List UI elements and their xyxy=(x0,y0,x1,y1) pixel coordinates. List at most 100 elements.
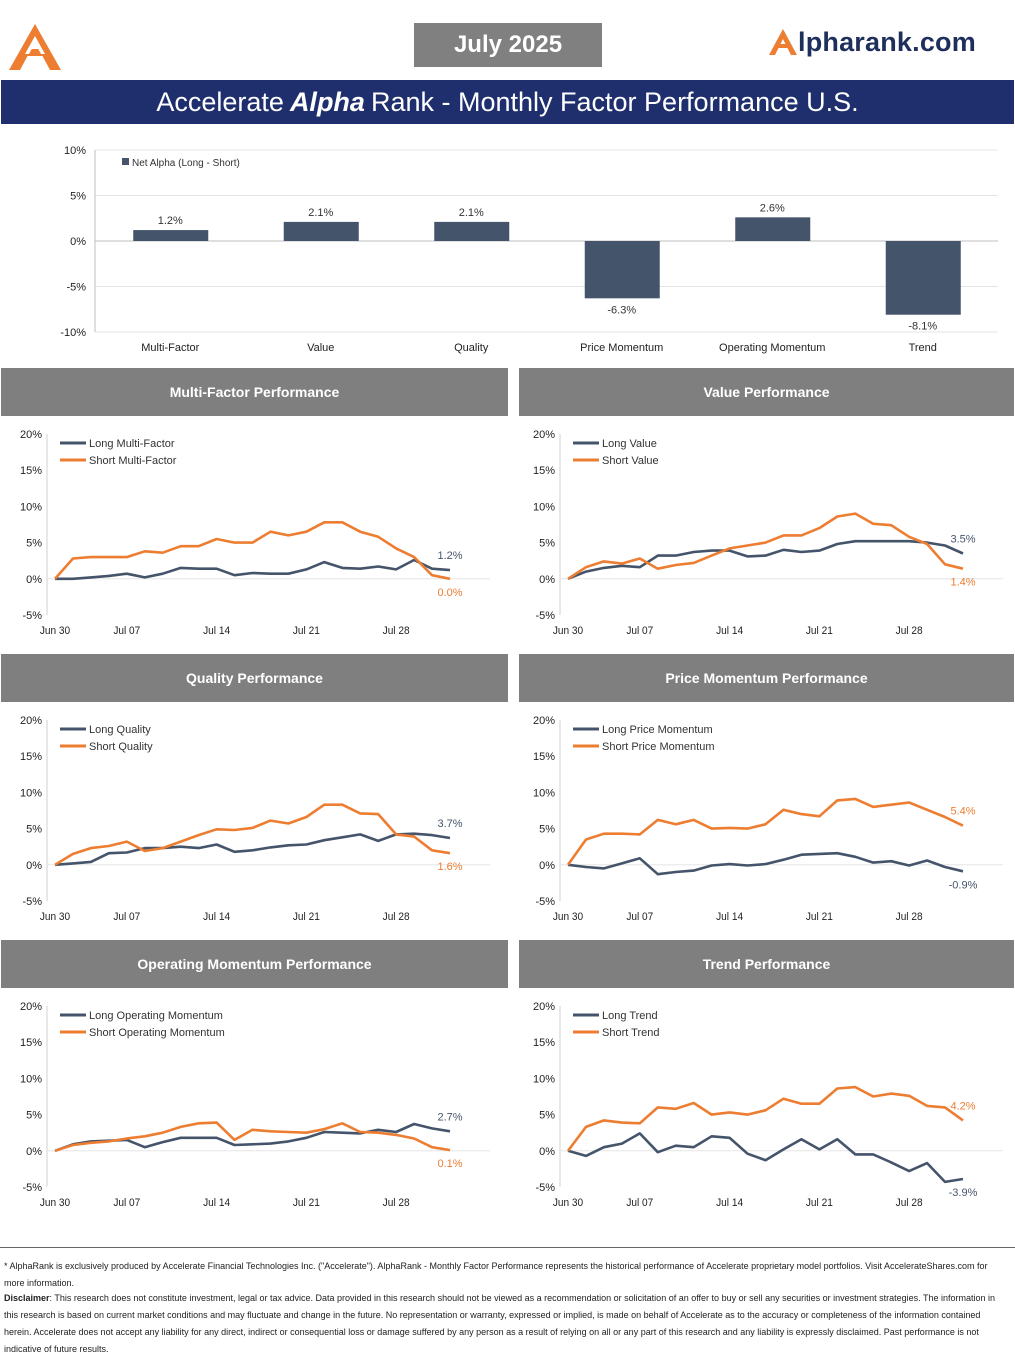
y-tick-label: 10% xyxy=(533,787,555,799)
y-tick-label: 0% xyxy=(26,574,42,586)
x-tick-label: Jul 28 xyxy=(383,625,410,637)
end-value-label: 3.5% xyxy=(950,533,975,545)
x-tick-label: Jul 28 xyxy=(383,1197,410,1209)
y-tick-label: 20% xyxy=(533,1001,555,1013)
line-chart: 20% 15% 10% 5% 0% -5% Jun 30 Jul 07 Jul 14 Jul 21… xyxy=(0,702,500,940)
legend-label: Short Trend xyxy=(602,1027,659,1039)
line-chart: 20% 15% 10% 5% 0% -5% Jun 30 Jul 07 Jul 14 Jul 21… xyxy=(0,416,500,654)
y-tick-label: 15% xyxy=(20,465,42,477)
x-tick-label: Jun 30 xyxy=(553,625,583,637)
x-tick-label: Jun 30 xyxy=(40,911,70,923)
legend-label: Short Value xyxy=(602,455,659,467)
series-line xyxy=(566,797,964,866)
bar-value-label: 2.1% xyxy=(459,207,484,219)
bar-value-label: 1.2% xyxy=(158,215,183,227)
title-suffix: Rank - Monthly Factor Performance U.S. xyxy=(370,86,859,117)
y-tick-label: 5% xyxy=(70,191,86,203)
x-tick-label: Jul 14 xyxy=(203,911,230,923)
y-tick-label: 10% xyxy=(20,1073,42,1085)
x-tick-label: Jul 07 xyxy=(626,625,653,637)
footnote: * AlphaRank is exclusively produced by A… xyxy=(4,1261,988,1288)
y-tick-label: -5% xyxy=(535,610,555,622)
bar xyxy=(283,221,359,241)
y-tick-label: 15% xyxy=(533,1037,555,1049)
x-category-label: Operating Momentum xyxy=(719,342,825,354)
bar xyxy=(735,217,811,241)
bar xyxy=(885,241,961,315)
series-line xyxy=(54,1122,451,1153)
line-chart-svg: 20% 15% 10% 5% 0% -5% Jun 30 Jul 07 Jul 14 Jul 21… xyxy=(20,429,490,637)
y-tick-label: 20% xyxy=(533,715,555,727)
x-tick-label: Jul 07 xyxy=(113,625,140,637)
legend-label: Short Quality xyxy=(89,741,153,753)
legend-label: Net Alpha (Long - Short) xyxy=(132,158,240,169)
end-value-label: 0.1% xyxy=(437,1158,462,1170)
line-chart: 20% 15% 10% 5% 0% -5% Jun 30 Jul 07 Jul 14 Jul 21… xyxy=(513,416,1013,654)
series-line xyxy=(567,539,964,581)
end-value-label: 1.4% xyxy=(950,577,975,589)
y-tick-label: 15% xyxy=(20,1037,42,1049)
y-tick-label: 15% xyxy=(533,751,555,763)
bar xyxy=(133,230,209,241)
y-tick-label: 15% xyxy=(20,751,42,763)
x-tick-label: Jul 21 xyxy=(806,1197,833,1209)
x-tick-label: Jul 21 xyxy=(293,625,320,637)
bar-value-label: -8.1% xyxy=(908,321,937,333)
y-tick-label: 10% xyxy=(20,787,42,799)
y-tick-label: 20% xyxy=(20,429,42,441)
y-tick-label: -5% xyxy=(22,896,42,908)
x-tick-label: Jul 14 xyxy=(203,1197,230,1209)
legend-label: Long Trend xyxy=(602,1010,658,1022)
y-tick-label: 0% xyxy=(539,1146,555,1158)
alpharank-brand[interactable]: lpharank.com xyxy=(768,24,976,60)
legend-label: Long Quality xyxy=(89,724,151,736)
panel-title: Value Performance xyxy=(519,368,1014,416)
bar xyxy=(584,241,660,299)
disclaimer: Disclaimer: This research does not const… xyxy=(4,1290,1009,1355)
accelerate-logo-icon xyxy=(6,22,64,72)
y-tick-label: 10% xyxy=(533,1073,555,1085)
x-tick-label: Jun 30 xyxy=(40,1197,70,1209)
y-tick-label: 5% xyxy=(539,538,555,550)
y-tick-label: 20% xyxy=(20,715,42,727)
series-line xyxy=(54,832,451,867)
x-tick-label: Jul 14 xyxy=(716,911,743,923)
end-value-label: 2.7% xyxy=(437,1111,462,1123)
y-tick-label: 5% xyxy=(539,1110,555,1122)
bar xyxy=(434,221,510,241)
footer-divider xyxy=(0,1247,1015,1248)
x-tick-label: Jul 14 xyxy=(716,625,743,637)
title-prefix: Accelerate xyxy=(156,86,284,117)
end-value-label: -0.9% xyxy=(949,879,978,891)
y-tick-label: -5% xyxy=(66,282,86,294)
y-tick-label: 15% xyxy=(533,465,555,477)
x-category-label: Trend xyxy=(909,342,937,354)
x-tick-label: Jul 28 xyxy=(896,625,923,637)
panel-title: Quality Performance xyxy=(1,654,508,702)
y-tick-label: 0% xyxy=(539,860,555,872)
brand-text: lpharank.com xyxy=(798,26,976,57)
y-tick-label: -5% xyxy=(535,896,555,908)
end-value-label: 3.7% xyxy=(437,818,462,830)
x-tick-label: Jul 28 xyxy=(383,911,410,923)
series-line xyxy=(566,1085,964,1152)
y-tick-label: -5% xyxy=(22,610,42,622)
y-tick-label: 10% xyxy=(533,501,555,513)
series-line xyxy=(54,803,451,866)
disclaimer-text: : This research does not constitute inve… xyxy=(4,1293,996,1354)
title-emphasis: Alpha xyxy=(289,86,365,117)
legend-label: Long Price Momentum xyxy=(602,724,713,736)
series-line xyxy=(55,558,451,581)
end-value-label: 5.4% xyxy=(950,806,975,818)
report-month: July 2025 xyxy=(414,23,602,67)
x-tick-label: Jul 07 xyxy=(626,1197,653,1209)
net-alpha-bar-svg: 10% 5% 0% -5% -10% Net Alpha (Long - Short) 1.… xyxy=(60,145,998,354)
legend-label: Short Price Momentum xyxy=(602,741,714,753)
legend-label: Short Multi-Factor xyxy=(89,455,177,467)
net-alpha-bar-chart: 10% 5% 0% -5% -10% Net Alpha (Long - Short) 1.… xyxy=(0,138,1015,360)
bar-value-label: -6.3% xyxy=(607,304,636,316)
panel-title: Trend Performance xyxy=(519,940,1014,988)
y-tick-label: 0% xyxy=(26,1146,42,1158)
x-tick-label: Jul 07 xyxy=(626,911,653,923)
x-category-label: Quality xyxy=(454,342,489,354)
